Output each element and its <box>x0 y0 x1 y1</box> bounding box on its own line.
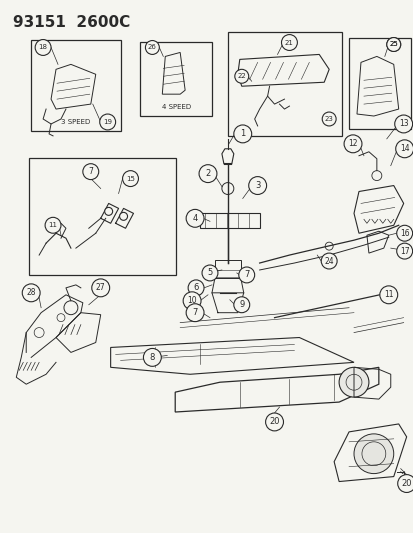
Circle shape <box>83 164 98 180</box>
Circle shape <box>396 225 412 241</box>
Circle shape <box>145 41 159 54</box>
Text: 27: 27 <box>96 284 105 293</box>
Text: 93151  2600C: 93151 2600C <box>13 15 130 30</box>
Text: 3: 3 <box>254 181 260 190</box>
Text: 10: 10 <box>187 296 197 305</box>
Bar <box>348 37 410 129</box>
Circle shape <box>35 39 51 55</box>
Text: 5: 5 <box>207 269 212 278</box>
Text: 14: 14 <box>399 144 408 154</box>
Circle shape <box>92 279 109 297</box>
Circle shape <box>186 304 204 321</box>
Circle shape <box>379 286 397 304</box>
Text: 6: 6 <box>193 284 198 293</box>
Circle shape <box>248 176 266 195</box>
Bar <box>140 42 211 116</box>
Bar <box>31 39 120 131</box>
Circle shape <box>45 217 61 233</box>
Circle shape <box>119 212 127 220</box>
Circle shape <box>234 69 248 83</box>
Text: 25: 25 <box>388 42 397 47</box>
Circle shape <box>22 284 40 302</box>
Text: 12: 12 <box>347 139 357 148</box>
Text: 26: 26 <box>147 44 157 51</box>
Text: 21: 21 <box>284 39 293 45</box>
Circle shape <box>188 280 204 296</box>
Circle shape <box>233 125 251 143</box>
Circle shape <box>397 474 413 492</box>
Text: 7: 7 <box>88 167 93 176</box>
Circle shape <box>233 297 249 313</box>
Text: 9: 9 <box>239 300 244 309</box>
Text: 25: 25 <box>388 42 397 47</box>
Text: 15: 15 <box>126 175 135 182</box>
Circle shape <box>104 207 112 215</box>
Text: 24: 24 <box>323 256 333 265</box>
Circle shape <box>394 115 412 133</box>
Text: 20: 20 <box>401 479 411 488</box>
Circle shape <box>320 253 336 269</box>
Bar <box>227 31 341 136</box>
Circle shape <box>100 114 115 130</box>
Circle shape <box>386 37 400 52</box>
Circle shape <box>265 413 283 431</box>
Circle shape <box>338 367 368 397</box>
Text: 7: 7 <box>192 308 197 317</box>
Circle shape <box>199 165 216 183</box>
Text: 20: 20 <box>268 417 279 426</box>
Text: 7: 7 <box>243 270 249 279</box>
Circle shape <box>186 209 204 227</box>
Bar <box>214 260 240 278</box>
Text: 16: 16 <box>399 229 408 238</box>
Bar <box>29 158 176 275</box>
Circle shape <box>281 35 297 51</box>
Text: 4: 4 <box>192 214 197 223</box>
Circle shape <box>221 183 233 195</box>
Circle shape <box>343 135 361 153</box>
Text: 3 SPEED: 3 SPEED <box>61 119 90 125</box>
Circle shape <box>395 140 413 158</box>
Text: 28: 28 <box>26 288 36 297</box>
Circle shape <box>238 267 254 283</box>
Circle shape <box>386 37 400 52</box>
Text: 17: 17 <box>399 247 408 256</box>
Text: 19: 19 <box>103 119 112 125</box>
Circle shape <box>353 434 393 474</box>
Circle shape <box>64 301 78 314</box>
Circle shape <box>321 112 335 126</box>
Circle shape <box>143 349 161 366</box>
Text: 22: 22 <box>237 73 246 79</box>
Text: 13: 13 <box>398 119 408 128</box>
Circle shape <box>183 292 201 310</box>
Circle shape <box>396 243 412 259</box>
Text: 11: 11 <box>48 222 57 228</box>
Text: 18: 18 <box>38 44 47 51</box>
Circle shape <box>122 171 138 187</box>
Circle shape <box>202 265 217 281</box>
Text: 2: 2 <box>205 169 210 178</box>
Text: 8: 8 <box>150 353 155 362</box>
Text: 4 SPEED: 4 SPEED <box>161 104 190 110</box>
Text: 1: 1 <box>240 130 245 139</box>
Text: 11: 11 <box>383 290 393 300</box>
Text: 23: 23 <box>324 116 333 122</box>
